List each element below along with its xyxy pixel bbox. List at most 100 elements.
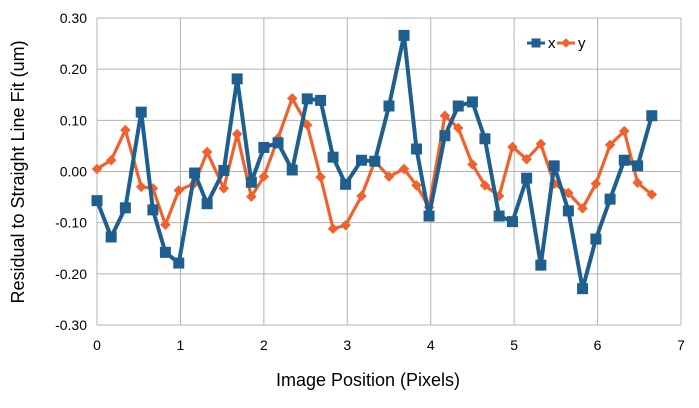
data-point-square [327,151,339,163]
data-point-square [159,246,171,258]
y-tick-label: 0.10 [60,112,87,128]
data-point-square [147,204,159,216]
series-layer [91,29,658,295]
x-tick-label: 1 [177,337,185,353]
data-point-square [301,93,313,105]
legend-item-x: x [527,35,556,52]
data-point-diamond [286,93,298,104]
data-point-square [590,233,602,245]
data-point-diamond [479,180,491,191]
data-point-square [258,141,270,153]
data-point-diamond [411,180,422,191]
data-point-square [479,133,491,145]
data-point-square [506,216,518,228]
data-point-diamond [173,185,185,196]
data-point-square [521,172,533,184]
data-point-diamond [590,178,602,190]
data-point-diamond [561,38,571,48]
x-tick-label: 0 [93,337,101,353]
data-point-diamond [383,171,395,182]
data-point-square [548,160,560,172]
data-point-diamond [521,153,532,165]
data-point-diamond [563,187,574,199]
data-point-square [272,137,284,149]
series-x [91,29,658,295]
data-point-diamond [507,141,518,153]
data-point-square [531,38,541,48]
data-point-diamond [632,177,643,189]
data-point-diamond [535,138,547,150]
data-point-diamond [646,189,658,200]
data-point-diamond [301,119,313,131]
data-point-square [231,73,243,85]
y-tick-label: -0.20 [55,266,87,282]
grid [96,17,682,326]
data-point-square [218,164,230,176]
data-point-diamond [160,219,171,230]
data-point-diamond [327,223,339,235]
data-point-square [632,160,644,172]
data-point-diamond [246,191,257,202]
data-point-diamond [467,159,478,170]
y-tick-label: 0.30 [60,10,87,26]
data-point-diamond [218,183,230,194]
y-tick-label: 0.20 [60,61,87,77]
data-point-diamond [577,203,588,214]
data-point-diamond [135,181,147,193]
data-point-square [245,176,257,188]
data-point-square [411,143,423,155]
data-point-square [604,193,616,205]
data-point-diamond [315,171,326,183]
y-axis-ticks: -0.30 -0.20 -0.10 0.00 0.10 0.20 0.30 [55,10,87,333]
data-point-diamond [356,190,367,202]
data-point-square [173,257,185,269]
data-point-square [398,29,410,41]
data-point-square [562,205,574,217]
data-point-square [286,164,298,176]
y-axis-title: Residual to Straight Line Fit (um) [8,40,28,303]
x-tick-label: 5 [510,337,518,353]
x-axis-ticks: 0 1 2 3 4 5 6 7 [93,337,685,353]
data-point-square [119,202,131,214]
data-point-diamond [619,125,630,137]
data-point-square [466,96,478,108]
data-point-square [535,259,547,271]
y-tick-label: 0.00 [60,164,87,180]
y-tick-label: -0.30 [55,317,87,333]
data-point-square [201,198,213,210]
x-tick-label: 3 [343,337,351,353]
data-point-diamond [105,154,117,166]
y-tick-label: -0.10 [55,215,87,231]
data-point-diamond [231,128,243,140]
data-point-diamond [398,163,410,175]
data-point-diamond [439,110,451,121]
data-point-square [439,130,451,142]
data-point-square [135,106,147,118]
x-tick-label: 6 [594,337,602,353]
data-point-diamond [340,219,351,231]
data-point-diamond [201,146,213,158]
data-point-square [452,100,464,112]
x-tick-label: 7 [677,337,685,353]
data-point-square [369,155,381,167]
legend-label: x [548,35,556,52]
data-point-square [383,100,395,112]
data-point-square [315,94,327,106]
data-point-square [493,210,505,222]
data-point-diamond [91,163,103,175]
data-point-square [646,110,658,122]
data-point-square [340,178,352,190]
x-tick-label: 4 [427,337,435,353]
data-point-square [423,210,435,222]
data-point-square [577,283,589,295]
data-point-diamond [120,124,131,136]
data-point-square [105,231,117,243]
data-point-diamond [258,171,270,182]
data-point-square [91,195,103,207]
legend-label: y [578,35,586,52]
x-axis-title: Image Position (Pixels) [276,370,460,390]
data-point-diamond [452,122,464,134]
data-point-square [355,154,367,166]
